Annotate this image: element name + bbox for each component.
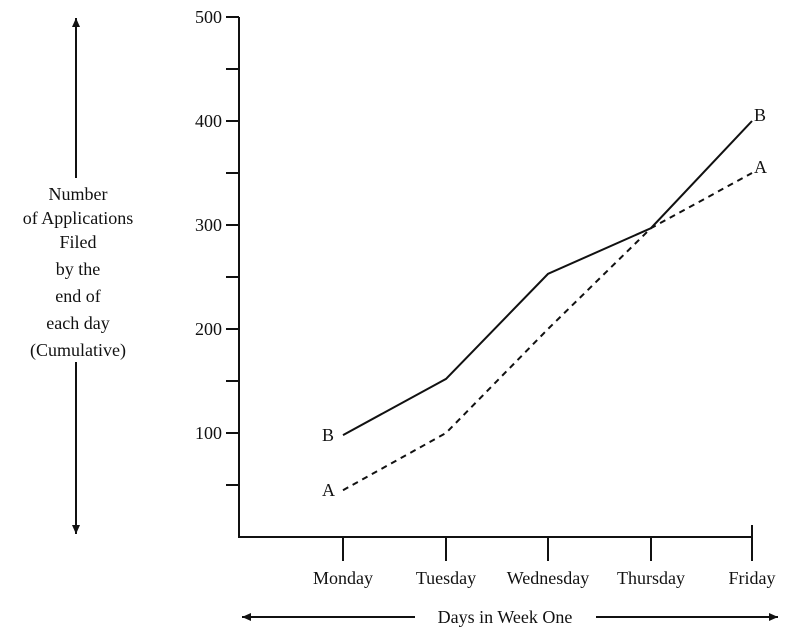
x-tick-label: Monday: [313, 568, 373, 588]
y-axis-label-line: each day: [46, 313, 109, 333]
y-axis-label-line: Filed: [59, 232, 96, 252]
y-tick-labels: 100 200 300 400 500: [195, 7, 222, 443]
series-line-A: [342, 172, 753, 492]
y-axis-label: Number of Applications Filed by the end …: [23, 184, 134, 361]
x-tick-label: Friday: [729, 568, 776, 588]
series-end-labels: A A B B: [322, 105, 767, 500]
x-tick-labels: Monday Tuesday Wednesday Thursday Friday: [313, 568, 776, 588]
y-tick-label: 100: [195, 423, 222, 443]
y-ticks: [226, 16, 239, 486]
series-start-label-A: A: [322, 480, 335, 500]
y-axis-label-line: end of: [55, 286, 100, 306]
series-start-label-B: B: [322, 425, 334, 445]
x-tick-label: Wednesday: [507, 568, 590, 588]
x-axis-label: Days in Week One: [438, 607, 573, 627]
y-axis-label-line: by the: [56, 259, 101, 279]
y-axis-label-line: (Cumulative): [30, 340, 126, 361]
y-tick-label: 400: [195, 111, 222, 131]
series-lines: [342, 120, 753, 492]
x-ticks: [342, 525, 753, 561]
y-tick-label: 500: [195, 7, 222, 27]
x-tick-label: Thursday: [617, 568, 685, 588]
y-axis-label-line: Number: [49, 184, 108, 204]
series-line-B: [342, 120, 753, 436]
series-end-label-B: B: [754, 105, 766, 125]
x-tick-label: Tuesday: [416, 568, 476, 588]
y-axis-label-line: of Applications: [23, 208, 134, 228]
y-tick-label: 300: [195, 215, 222, 235]
y-tick-label: 200: [195, 319, 222, 339]
series-end-label-A: A: [754, 157, 767, 177]
